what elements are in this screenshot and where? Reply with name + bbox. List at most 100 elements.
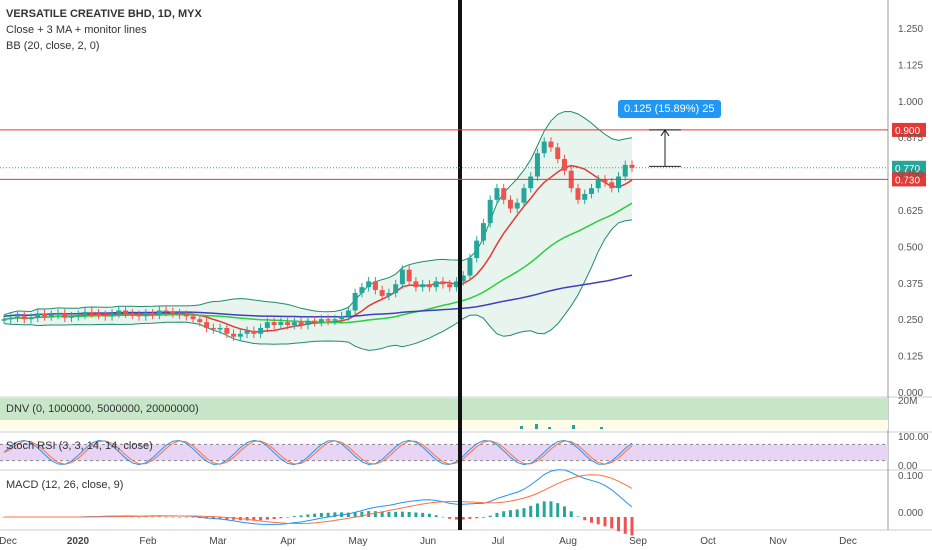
candle-body [413, 281, 419, 288]
macd-histogram-bar [535, 503, 539, 517]
price-tag-label: 0.730 [895, 175, 920, 186]
x-tick-label: Sep [629, 536, 647, 547]
macd-histogram-bar [151, 516, 155, 518]
macd-histogram-bar [630, 517, 634, 536]
candle-body [399, 269, 405, 285]
y-tick-label: 0.750 [898, 170, 923, 181]
x-tick-label: Feb [139, 536, 157, 547]
bollinger-lower [3, 219, 633, 351]
x-tick-label: Dec [839, 536, 857, 547]
y-tick-label: 0.125 [898, 352, 923, 363]
macd-histogram-bar [508, 510, 512, 517]
ma-long-line [3, 274, 633, 318]
macd-histogram-bar [252, 517, 256, 521]
candle-body [170, 311, 176, 314]
ma-mid-line [3, 202, 633, 324]
y-tick-label: 1.000 [898, 97, 923, 108]
macd-histogram-bar [245, 517, 249, 521]
candle-body [285, 322, 291, 326]
candle-body [386, 292, 392, 296]
candle-body [325, 319, 331, 321]
dnv-y-tick: 20M [898, 396, 917, 407]
macd-histogram-bar [583, 517, 587, 521]
macd-histogram-bar [292, 516, 296, 517]
candle-body [291, 322, 297, 326]
candle-body [251, 330, 257, 334]
macd-histogram-bar [380, 511, 384, 517]
candle-body [541, 141, 547, 154]
candle-body [480, 223, 486, 241]
candle-body [352, 292, 358, 311]
candle-body [271, 322, 277, 326]
macd-histogram-bar [326, 512, 330, 517]
candle-body [433, 281, 439, 288]
macd-histogram-bar [441, 516, 445, 518]
candle-body [123, 310, 129, 314]
candle-body [204, 322, 210, 328]
x-tick-label: Apr [280, 536, 296, 547]
macd-histogram-bar [576, 516, 580, 517]
candle-body [534, 153, 540, 177]
macd-histogram-bar [387, 511, 391, 517]
candle-body [548, 141, 554, 148]
bollinger-fill [4, 111, 632, 351]
vertical-marker-line[interactable] [458, 0, 462, 530]
candle-body [197, 319, 203, 323]
candle-body [494, 188, 500, 200]
candle-body [264, 322, 270, 328]
candle-body [150, 313, 156, 315]
x-tick-label: Oct [700, 536, 716, 547]
candle-body [55, 313, 61, 315]
candle-body [345, 310, 351, 317]
macd-histogram-bar [299, 515, 303, 517]
macd-histogram-bar [157, 516, 161, 518]
macd-histogram-bar [259, 517, 263, 521]
candle-body [561, 159, 567, 171]
candle-body [622, 164, 628, 177]
macd-histogram-bar [191, 517, 195, 518]
candle-body [305, 320, 311, 326]
dnv-title: DNV (0, 1000000, 5000000, 20000000) [6, 403, 199, 415]
candle-body [48, 314, 54, 317]
x-tick-label: Mar [209, 536, 227, 547]
macd-histogram-bar [265, 517, 269, 520]
macd-line [4, 469, 633, 525]
macd-histogram-bar [346, 512, 350, 517]
macd-histogram-bar [313, 513, 317, 517]
measure-arrow-head [660, 129, 670, 137]
macd-histogram-bar [522, 508, 526, 517]
macd-histogram-bar [569, 511, 573, 517]
macd-histogram-bar [603, 517, 607, 527]
macd-histogram-bar [468, 517, 472, 519]
macd-histogram-bar [556, 503, 560, 517]
candle-body [28, 317, 34, 320]
candle-body [312, 320, 318, 323]
measure-label: 0.125 (15.89%) 25 [618, 100, 721, 118]
price-tag-label: 0.900 [895, 126, 920, 137]
macd-histogram-bar [515, 509, 519, 517]
candle-body [487, 199, 493, 224]
candle-body [75, 314, 81, 317]
macd-histogram-bar [279, 517, 283, 519]
candle-body [528, 176, 534, 189]
candle-body [96, 313, 102, 315]
candle-body [217, 327, 223, 330]
macd-histogram-bar [333, 512, 337, 517]
candle-body [35, 313, 41, 318]
x-tick-label: Jul [492, 536, 505, 547]
candle-body [163, 310, 169, 312]
dnv-panel-low [0, 420, 888, 430]
macd-histogram-bar [427, 513, 431, 517]
y-tick-label: 0.000 [898, 388, 923, 399]
macd-histogram-bar [306, 514, 310, 517]
candle-body [231, 333, 237, 337]
candle-body [109, 313, 115, 317]
macd-histogram-bar [272, 517, 276, 520]
x-tick-label: Aug [559, 536, 577, 547]
candle-body [15, 316, 21, 318]
macd-histogram-bar [407, 511, 411, 517]
candle-body [582, 193, 588, 200]
candle-body [467, 258, 473, 276]
candle-body [102, 314, 108, 317]
